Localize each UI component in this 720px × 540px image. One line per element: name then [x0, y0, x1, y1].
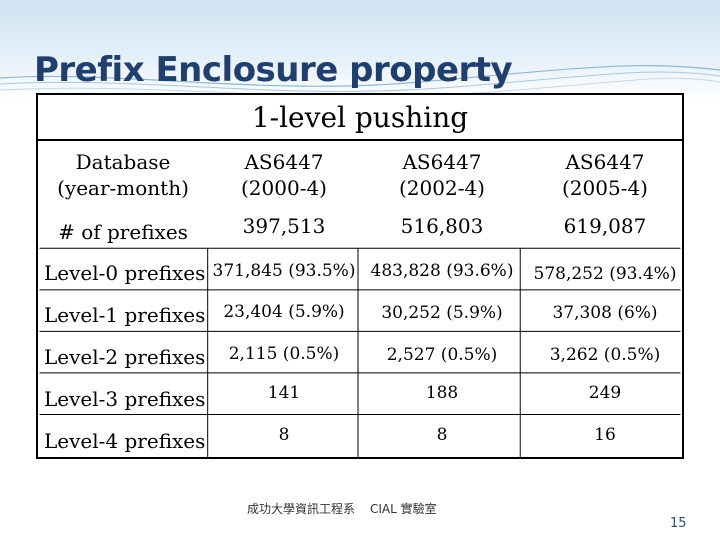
table-cell: 37,308 (6%) [552, 303, 658, 323]
row-label-level-4: Level-4 prefixes [44, 429, 206, 453]
column-header-2002: AS6447 [402, 150, 482, 174]
column-header-2005-date: (2005-4) [562, 176, 648, 200]
table-cell: 8 [436, 425, 448, 445]
table-cell: 578,252 (93.4%) [533, 264, 677, 284]
column-header-2000: AS6447 [244, 150, 324, 174]
row-label-level-3: Level-3 prefixes [44, 387, 206, 411]
table-cell: 516,803 [400, 214, 484, 238]
slide-title: Prefix Enclosure property [34, 50, 513, 90]
row-label-level-2: Level-2 prefixes [44, 345, 206, 369]
footer-lab: CIAL 實驗室 [370, 502, 437, 516]
row-label-level-0: Level-0 prefixes [44, 261, 206, 285]
footer-department: 成功大學資訊工程系 [247, 502, 356, 516]
table-caption: 1-level pushing [251, 101, 469, 134]
header-band [0, 0, 720, 100]
column-header-2005: AS6447 [565, 150, 645, 174]
table-cell: 249 [588, 383, 622, 403]
table-cell: 141 [267, 383, 301, 403]
table-cell: 397,513 [242, 214, 326, 238]
table-cell: 483,828 (93.6%) [370, 261, 514, 281]
column-header-2000-date: (2000-4) [241, 176, 327, 200]
table-cell: 619,087 [563, 214, 647, 238]
row-label-level-1: Level-1 prefixes [44, 303, 206, 327]
prefix-table: 1-level pushing Database (year-month) AS… [36, 93, 684, 459]
table-cell: 188 [425, 383, 459, 403]
caption-divider [38, 139, 682, 141]
header-label-line1: Database [75, 150, 171, 174]
row-label-count: # of prefixes [58, 220, 188, 244]
table-cell: 30,252 (5.9%) [381, 303, 503, 323]
table-cell: 16 [594, 425, 616, 445]
page-number: 15 [670, 516, 687, 531]
table-cell: 2,527 (0.5%) [386, 345, 498, 365]
table-cell: 3,262 (0.5%) [549, 345, 661, 365]
table-grid-lines [39, 247, 681, 457]
header-label-line2: (year-month) [57, 176, 189, 200]
table-cell: 23,404 (5.9%) [223, 302, 345, 322]
table-cell: 8 [278, 425, 290, 445]
table-cell: 371,845 (93.5%) [212, 261, 356, 281]
table-cell: 2,115 (0.5%) [228, 344, 340, 364]
column-header-2002-date: (2002-4) [399, 176, 485, 200]
